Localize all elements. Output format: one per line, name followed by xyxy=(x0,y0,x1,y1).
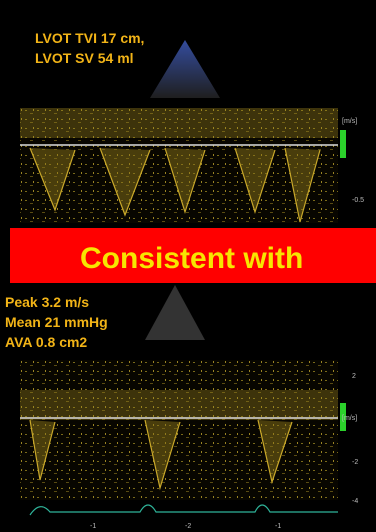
annotation: Mean 21 mmHg xyxy=(5,314,108,330)
scale-marker xyxy=(340,130,346,158)
annotation: AVA 0.8 cm2 xyxy=(5,334,87,350)
scale-unit: [m/s] xyxy=(342,415,357,422)
doppler-bottom xyxy=(20,360,338,500)
scale-label: -2 xyxy=(352,459,358,466)
banner-text: Consistent with xyxy=(80,242,303,275)
scale-label: 2 xyxy=(352,373,356,380)
doppler-band xyxy=(20,390,338,420)
annotation: LVOT TVI 17 cm, xyxy=(35,30,144,46)
annotation: Peak 3.2 m/s xyxy=(5,294,89,310)
annotation: LVOT SV 54 ml xyxy=(35,50,134,66)
time-label: -1 xyxy=(275,523,281,530)
slide: [m/s] -0.5 LVOT TVI 17 cm, LVOT SV 54 ml… xyxy=(0,0,376,532)
time-label: -1 xyxy=(90,523,96,530)
scale-unit: [m/s] xyxy=(342,118,357,125)
time-label: -2 xyxy=(185,523,191,530)
scale-label: -0.5 xyxy=(352,197,364,204)
doppler-band xyxy=(20,108,338,138)
scale-label: -4 xyxy=(352,498,358,505)
